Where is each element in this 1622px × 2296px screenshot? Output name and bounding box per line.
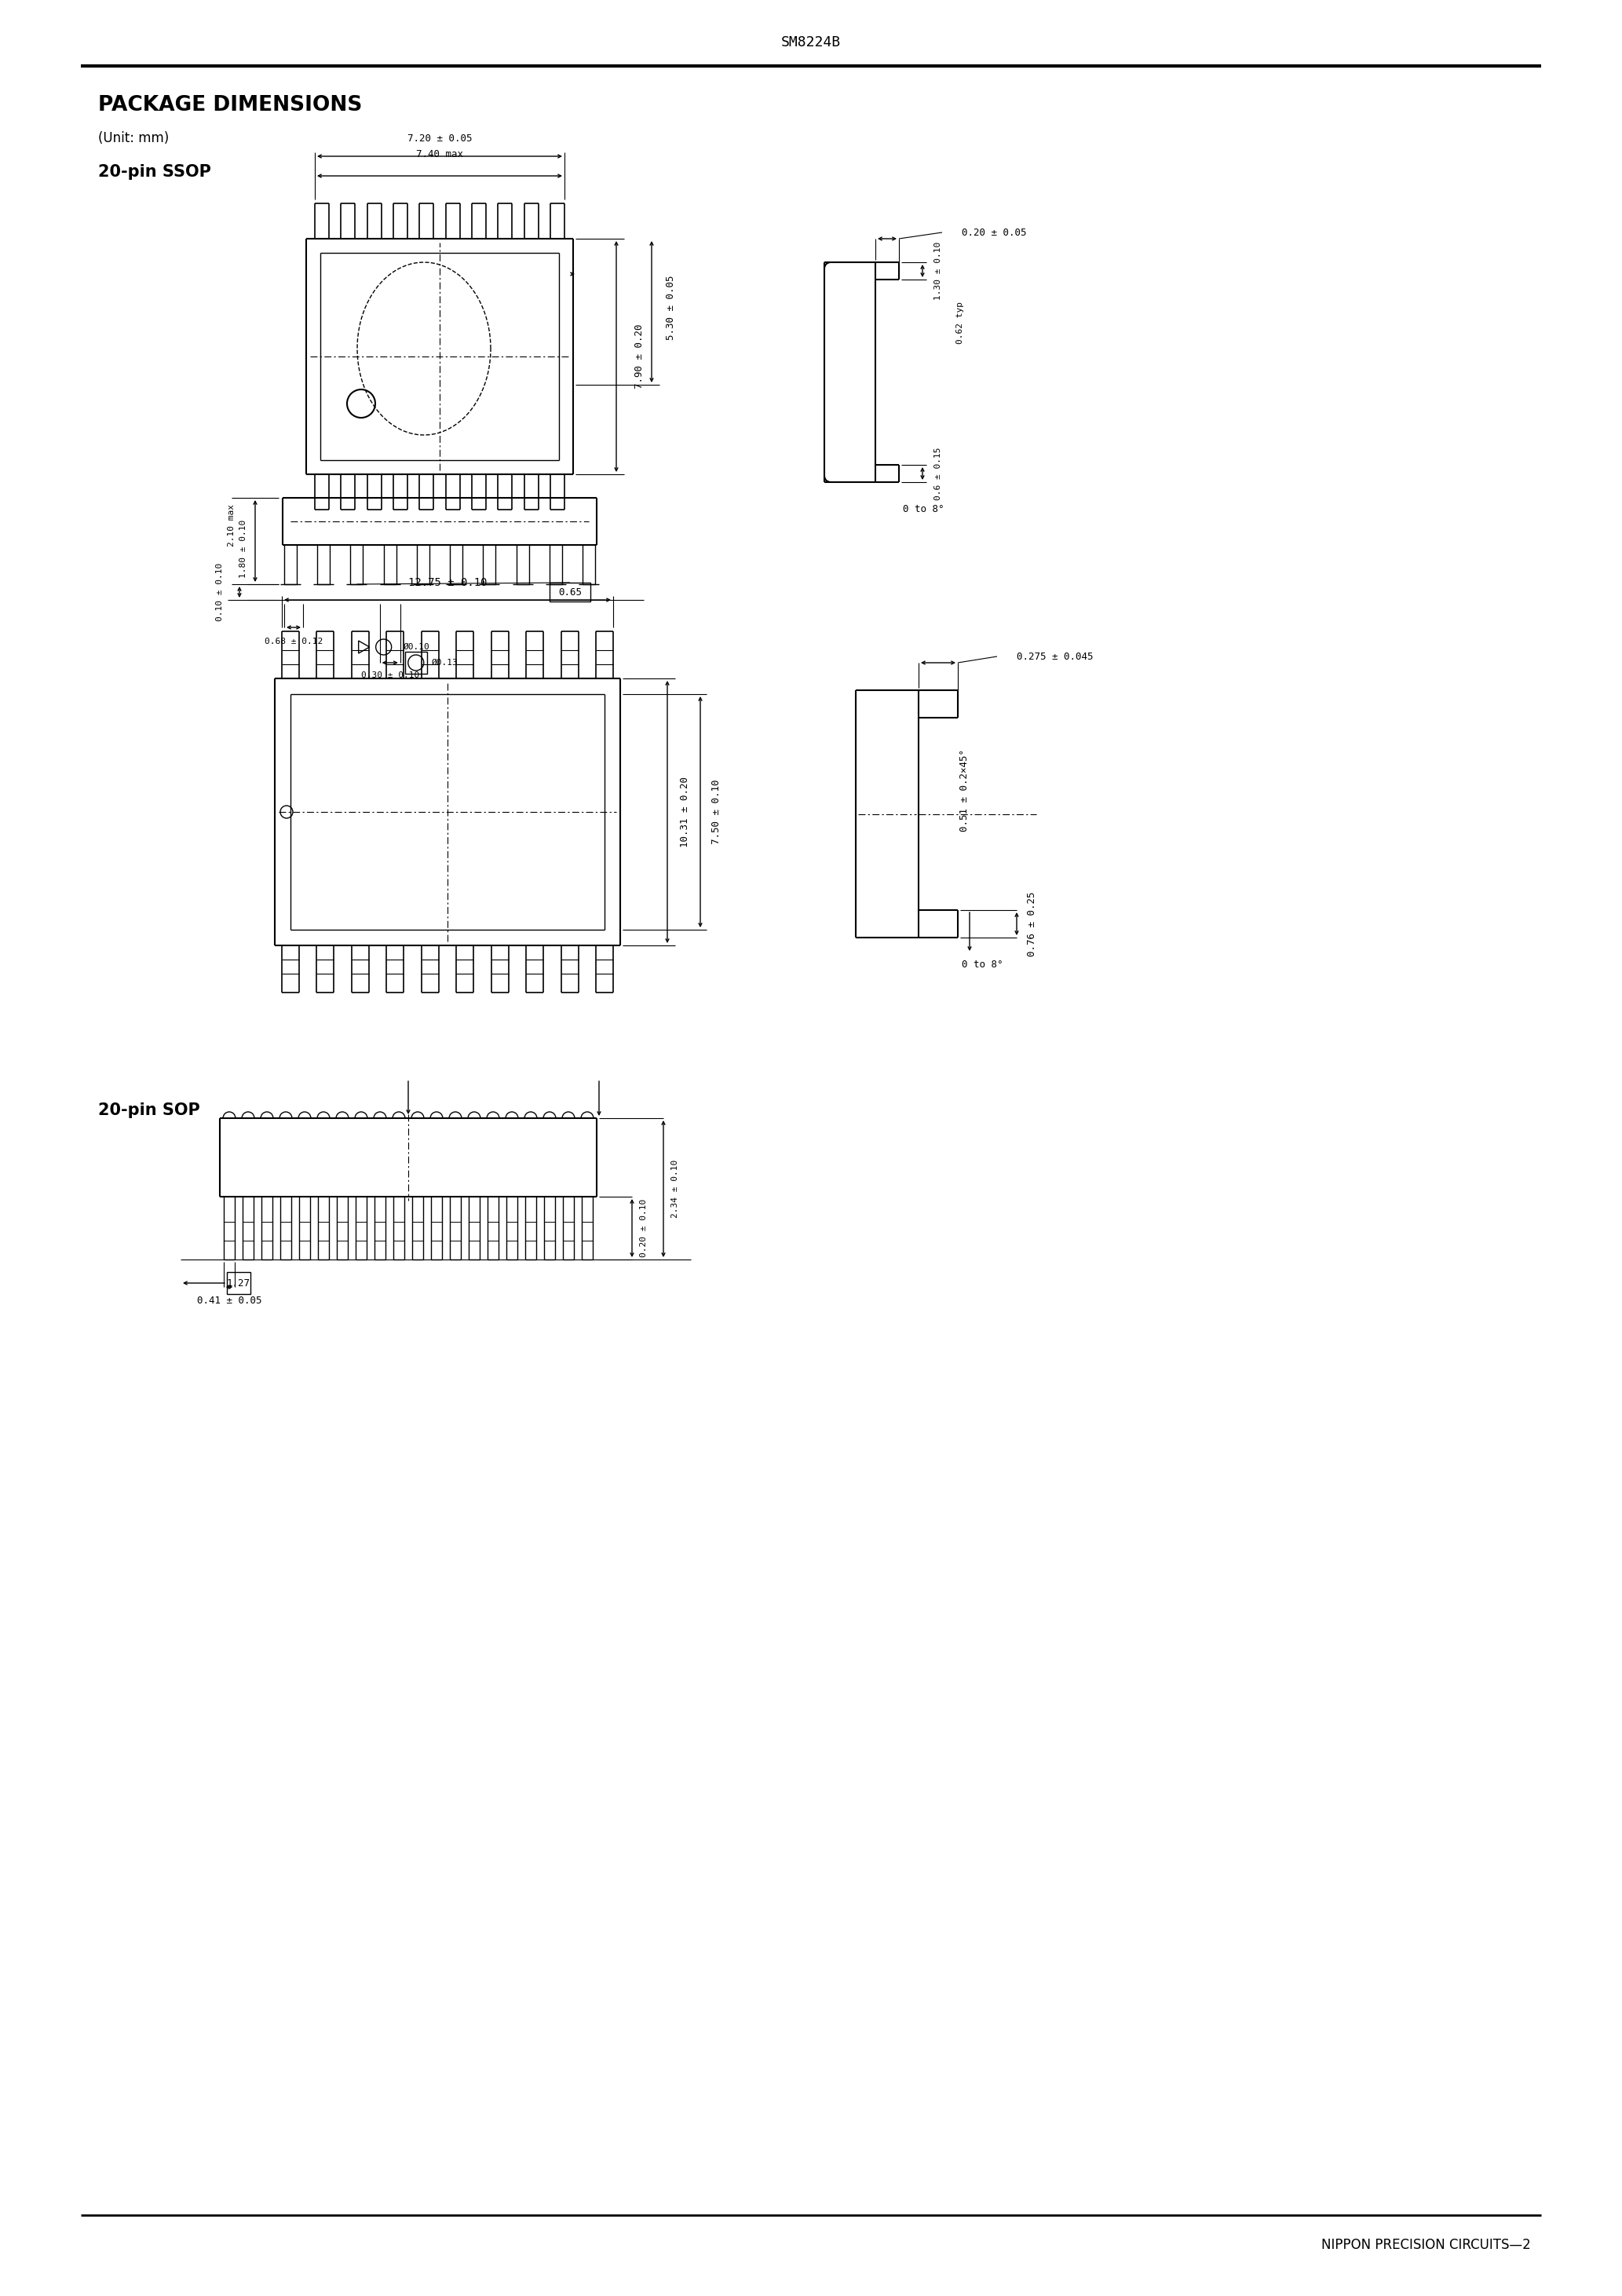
Text: 0.41 ± 0.05: 0.41 ± 0.05 — [196, 1295, 261, 1306]
Text: Ø0.13: Ø0.13 — [431, 659, 457, 666]
Text: 0.275 ± 0.045: 0.275 ± 0.045 — [1017, 652, 1093, 661]
Text: 7.90 ± 0.20: 7.90 ± 0.20 — [634, 324, 646, 388]
Text: (Unit: mm): (Unit: mm) — [99, 131, 169, 145]
Text: 20-pin SOP: 20-pin SOP — [99, 1102, 200, 1118]
Bar — [550, 583, 590, 602]
Text: PACKAGE DIMENSIONS: PACKAGE DIMENSIONS — [99, 94, 362, 115]
Text: 0.68 ± 0.12: 0.68 ± 0.12 — [264, 638, 323, 645]
Text: 0.6 ± 0.15: 0.6 ± 0.15 — [934, 448, 942, 501]
Text: 2.34 ± 0.10: 2.34 ± 0.10 — [672, 1159, 680, 1217]
Text: 0 to 8°: 0 to 8° — [962, 960, 1002, 971]
Text: 7.40 max: 7.40 max — [417, 149, 464, 158]
Text: SM8224B: SM8224B — [782, 34, 840, 51]
Text: 10.31 ± 0.20: 10.31 ± 0.20 — [680, 776, 689, 847]
Text: 0.76 ± 0.25: 0.76 ± 0.25 — [1027, 891, 1038, 955]
Bar — [406, 652, 427, 673]
Text: 1.80 ± 0.10: 1.80 ± 0.10 — [240, 519, 247, 579]
Text: 1.30 ± 0.10: 1.30 ± 0.10 — [934, 241, 942, 301]
Text: 0.65: 0.65 — [558, 588, 582, 597]
Text: 7.20 ± 0.05: 7.20 ± 0.05 — [407, 133, 472, 145]
Text: 7.50 ± 0.10: 7.50 ± 0.10 — [710, 781, 722, 845]
Text: 0.10 ± 0.10: 0.10 ± 0.10 — [216, 563, 224, 622]
Text: NIPPON PRECISION CIRCUITS—2: NIPPON PRECISION CIRCUITS—2 — [1322, 2239, 1531, 2252]
Text: 2.10 max: 2.10 max — [227, 505, 235, 546]
Text: 0.30 ± 0.10: 0.30 ± 0.10 — [360, 670, 418, 680]
Bar — [227, 1272, 250, 1295]
Text: 12.75 ± 0.10: 12.75 ± 0.10 — [409, 576, 487, 588]
Text: 0.51 ± 0.2×45°: 0.51 ± 0.2×45° — [959, 748, 970, 831]
Text: 1.27: 1.27 — [227, 1279, 250, 1288]
Text: 0.20 ± 0.10: 0.20 ± 0.10 — [639, 1199, 647, 1258]
Text: 5.30 ± 0.05: 5.30 ± 0.05 — [667, 276, 676, 340]
Text: 20-pin SSOP: 20-pin SSOP — [99, 163, 211, 179]
Text: 0.62 typ: 0.62 typ — [957, 301, 963, 344]
Text: 0 to 8°: 0 to 8° — [903, 505, 944, 514]
Text: Ø0.10: Ø0.10 — [404, 643, 430, 652]
Text: 0.20 ± 0.05: 0.20 ± 0.05 — [962, 227, 1027, 236]
